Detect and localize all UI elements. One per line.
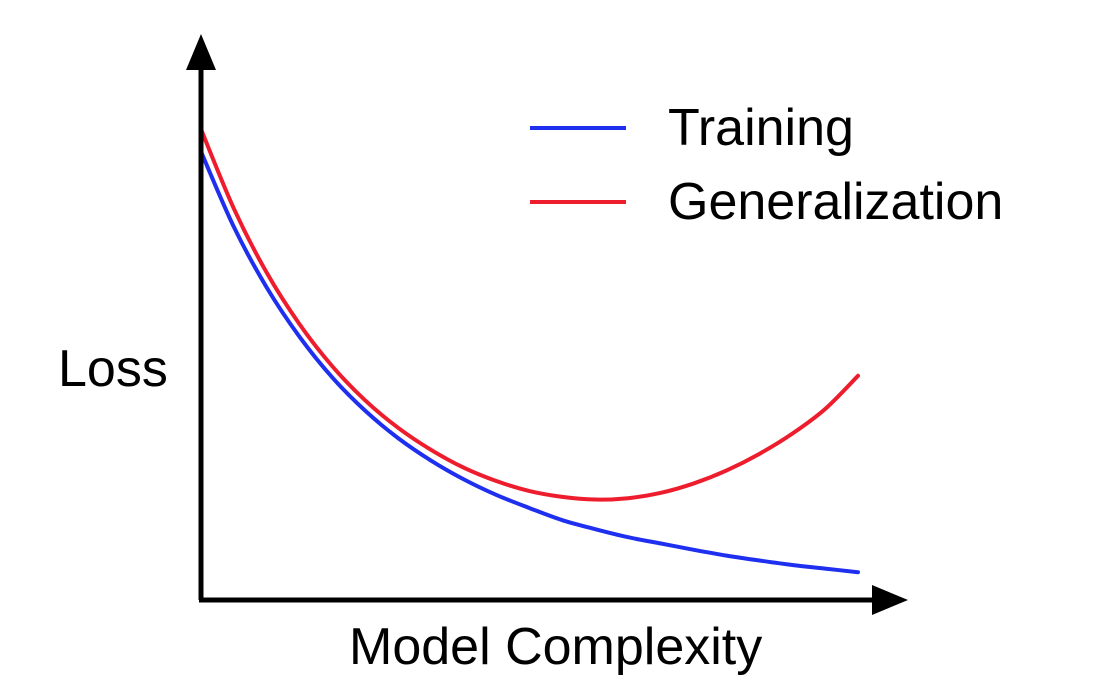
series-line-generalization [199,127,860,502]
y-axis-label: Loss [58,340,168,398]
legend-label-generalization: Generalization [668,173,1003,231]
legend: Training Generalization [530,99,1003,231]
x-axis-label: Model Complexity [349,618,762,676]
series-line-training [199,149,860,575]
legend-label-training: Training [668,99,854,157]
x-axis-arrow [872,585,908,615]
plot-lines [199,127,860,575]
y-axis-arrow [186,34,216,70]
